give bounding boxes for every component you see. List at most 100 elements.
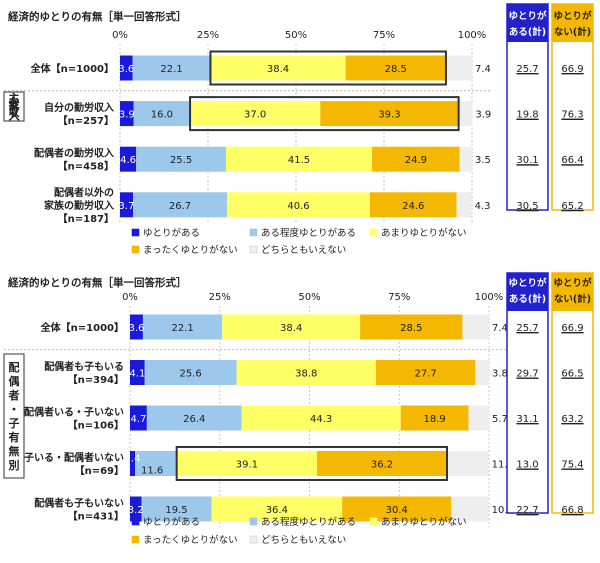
bar-segment (120, 101, 134, 127)
group-label: 配偶者・子有無別 (8, 360, 20, 472)
summary-value: 30.5 (516, 201, 538, 212)
bar-segment (211, 496, 343, 522)
summary-value: 76.3 (561, 110, 583, 121)
bar-segment (372, 146, 460, 172)
summary-column-header-bg (507, 4, 548, 42)
data-label: 11.6 (492, 460, 514, 471)
group-bracket (3, 353, 25, 479)
summary-value: 66.5 (561, 369, 583, 380)
x-tick-label: 100% (475, 292, 504, 303)
data-label: 25.5 (170, 155, 192, 166)
legend-label: ある程度ゆとりがある (261, 227, 356, 239)
data-label: 4.1 (129, 369, 145, 380)
data-label: 41.5 (288, 155, 310, 166)
category-label: 配偶者以外の (54, 186, 114, 199)
x-tick-label: 0% (112, 30, 128, 41)
data-label: 38.4 (267, 64, 289, 75)
data-label: 36.2 (371, 460, 393, 471)
data-label: 28.5 (385, 64, 407, 75)
bar-segment (136, 146, 226, 172)
x-tick-label: 75% (373, 30, 395, 41)
highlight-box (189, 96, 460, 132)
summary-value: 25.7 (516, 323, 538, 334)
category-label: 自分の勤労収入 (44, 101, 114, 114)
data-label: 3.6 (129, 323, 145, 334)
category-label: 配偶者の勤労収入 (34, 147, 114, 160)
data-label: 30.4 (386, 505, 408, 516)
category-label: 【n=187】 (58, 212, 114, 225)
summary-value: 66.9 (561, 323, 583, 334)
summary-column-header: ゆとりが (553, 277, 592, 289)
chart-household-svg: 経済的ゆとりの有無［単一回答形式］ 0% 25% 50% 75% 100% 配偶者・子有無別… (3, 272, 594, 546)
data-label: 36.4 (266, 505, 288, 516)
legend-swatch (249, 245, 258, 254)
bar-segment (135, 451, 177, 476)
data-label: 3.5 (475, 155, 491, 166)
summary-value: 66.4 (561, 155, 583, 166)
legend-label: あまりゆとりがない (381, 516, 467, 528)
data-label: 5.7 (492, 414, 508, 425)
group-label: 主な家計収入 (9, 91, 21, 123)
data-label: 24.9 (405, 155, 427, 166)
category-label: 家族の勤労収入 (44, 199, 114, 212)
bar-segment (475, 360, 489, 385)
bar-segment (459, 146, 472, 172)
category-label: 全体【n=1000】 (40, 321, 124, 334)
summary-value: 65.2 (561, 201, 583, 212)
data-label: 3.9 (119, 110, 135, 121)
bar-segment (369, 192, 457, 218)
legend-label: あまりゆとりがない (381, 227, 467, 239)
data-label: 3.2 (128, 505, 144, 516)
data-label: 44.3 (310, 414, 332, 425)
x-tick-label: 25% (197, 30, 219, 41)
data-label: 22.1 (171, 323, 193, 334)
data-label: 1.4 (125, 454, 141, 465)
legend-swatch (131, 228, 140, 237)
chart-panel-income: 経済的ゆとりの有無［単一回答形式］ 0% 25% 50% 75% 100% 主な家計収入 全体… (0, 0, 600, 272)
bar-segment (130, 405, 147, 431)
bar-segment (342, 496, 452, 522)
category-label: 【n=394】 (68, 373, 124, 386)
data-label: 25.6 (180, 369, 202, 380)
bar-segment (146, 405, 242, 431)
summary-column-header: ない(計) (554, 26, 591, 38)
category-label: 子いる・配偶者いない (24, 451, 124, 464)
bar-segment (142, 314, 223, 340)
data-label: 16.0 (151, 110, 173, 121)
summary-value: 31.1 (516, 414, 538, 425)
legend-label: どちらともいえない (261, 245, 346, 256)
bar-segment (130, 496, 142, 522)
category-label: 【n=69】 (75, 464, 124, 477)
bar-segment (144, 360, 237, 385)
data-label: 7.4 (475, 64, 491, 75)
chart-income-svg: 経済的ゆとりの有無［単一回答形式］ 0% 25% 50% 75% 100% 主な家計収入 全体… (3, 3, 594, 256)
data-label: 27.7 (415, 369, 437, 380)
bar-segment (446, 451, 489, 476)
bar-segment (176, 451, 318, 476)
bar-segment (320, 101, 459, 127)
x-tick-label: 100% (458, 30, 487, 41)
legend-label: まったくゆとりがない (143, 244, 238, 256)
bar-segment (225, 146, 373, 172)
bar-segment (141, 496, 212, 522)
legend-swatch (369, 517, 378, 526)
bar-segment (210, 55, 346, 81)
data-label: 26.4 (183, 414, 205, 425)
summary-column-header: ある(計) (509, 293, 546, 305)
legend-swatch (249, 228, 258, 237)
bar-segment (400, 405, 469, 431)
summary-value: 29.7 (516, 369, 538, 380)
group-bracket (3, 91, 25, 122)
bar-segment (468, 405, 489, 431)
summary-value: 63.2 (561, 414, 583, 425)
summary-column-frame (506, 272, 549, 514)
category-label: 【n=431】 (68, 510, 124, 523)
data-label: 24.6 (402, 201, 424, 212)
chart-panel-household: 経済的ゆとりの有無［単一回答形式］ 0% 25% 50% 75% 100% 配偶者・子有無別… (0, 272, 600, 559)
chart-title: 経済的ゆとりの有無［単一回答形式］ (8, 10, 187, 23)
data-label: 3.8 (492, 369, 508, 380)
data-label: 37.0 (244, 110, 266, 121)
data-label: 18.9 (423, 414, 445, 425)
highlight-box (209, 50, 447, 86)
summary-column-header: ゆとりが (508, 10, 547, 22)
